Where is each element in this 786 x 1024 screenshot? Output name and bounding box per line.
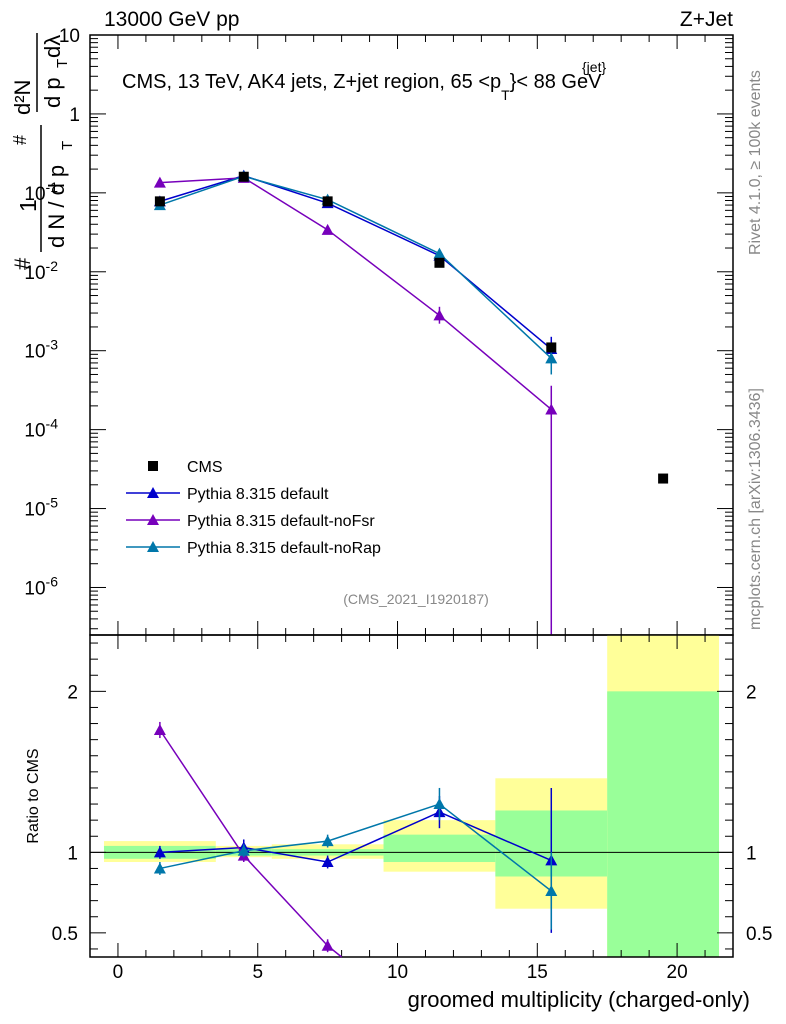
mcplots-source-text: mcplots.cern.ch [arXiv:1306.3436] xyxy=(747,388,764,630)
y-tick-label: 10-1 xyxy=(24,179,58,205)
series-point xyxy=(153,176,166,188)
title-tail: }< 88 GeV xyxy=(510,71,602,93)
series-point xyxy=(545,352,558,364)
rivet-version-text: Rivet 4.1.0, ≥ 100k events xyxy=(747,70,764,255)
ylabel-d2n: d²N xyxy=(10,80,35,115)
ylabel-hash-2: # xyxy=(10,135,30,145)
ratio-plot-frame xyxy=(89,634,734,958)
series-point xyxy=(545,403,558,415)
legend-label: Pythia 8.315 default-noFsr xyxy=(187,513,375,530)
ratio-y-tick-label-left: 0.5 xyxy=(52,924,78,945)
ratio-y-tick-label-right: 1 xyxy=(746,843,757,864)
ratio-point xyxy=(153,723,166,735)
x-tick-label: 10 xyxy=(387,962,408,983)
legend-marker-triangle xyxy=(147,487,159,498)
y-tick-label: 10-6 xyxy=(24,573,58,599)
legend-label: CMS xyxy=(187,459,223,476)
header-right: Z+Jet xyxy=(680,8,733,31)
analysis-tag: (CMS_2021_I1920187) xyxy=(343,591,489,607)
ratio-point xyxy=(153,846,166,858)
ylabel-dp: d p xyxy=(40,77,65,108)
ratio-y-tick-label-right: 0.5 xyxy=(746,924,772,945)
y-tick-label: 10-4 xyxy=(24,416,58,442)
legend-marker-triangle xyxy=(147,514,159,525)
ratio-plot-panel: 0 5 10 15 20 2 2 1 1 0.5 0.5 xyxy=(52,634,772,983)
ratio-point xyxy=(433,798,446,810)
x-tick-label: 20 xyxy=(667,962,688,983)
legend-label: Pythia 8.315 default xyxy=(187,486,329,503)
ylabel-one: 1 xyxy=(15,199,41,212)
ratio-y-tick-label-left: 1 xyxy=(67,843,78,864)
series-line-2 xyxy=(159,175,552,359)
series-point xyxy=(433,309,446,321)
x-tick-label: 0 xyxy=(113,962,124,983)
series-point xyxy=(321,223,334,235)
title-sub: T xyxy=(501,87,510,103)
legend-label: Pythia 8.315 default-noRap xyxy=(187,540,381,557)
ylabel-dp-sub: T xyxy=(54,59,71,68)
y-tick-label: 10-5 xyxy=(24,495,58,521)
ratio-series-line-1 xyxy=(159,729,343,958)
ratio-band-green-5 xyxy=(607,691,720,957)
ratio-ylabel: Ratio to CMS xyxy=(25,748,42,843)
ratio-y-tick-label-right: 2 xyxy=(746,682,757,703)
data-point xyxy=(238,171,249,182)
y-tick-label: 10 xyxy=(59,26,80,47)
x-tick-label: 5 xyxy=(252,962,263,983)
series-line-0 xyxy=(159,174,552,350)
ratio-y-tick-label-left: 2 xyxy=(67,682,78,703)
y-tick-label: 10-2 xyxy=(24,258,58,284)
legend-marker-triangle xyxy=(147,541,159,552)
ratio-point xyxy=(321,939,334,951)
data-point xyxy=(434,257,445,268)
ratio-point xyxy=(545,884,558,896)
ylabel-dndpt-sub: T xyxy=(59,141,76,150)
y-tick-label: 1 xyxy=(69,105,80,126)
x-tick-label: 15 xyxy=(527,962,548,983)
ratio-point xyxy=(237,844,250,856)
plot-title: CMS, 13 TeV, AK4 jets, Z+jet region, 65 … xyxy=(122,71,602,103)
ylabel-dndpt: d N / d p xyxy=(44,165,69,248)
ratio-band-green-3 xyxy=(383,834,496,863)
data-point xyxy=(546,342,557,353)
header-left: 13000 GeV pp xyxy=(104,8,239,31)
data-point xyxy=(322,196,333,207)
ratio-point xyxy=(321,856,334,868)
data-point xyxy=(658,473,669,484)
legend: CMS Pythia 8.315 default Pythia 8.315 defa… xyxy=(126,459,381,557)
legend-marker-square xyxy=(148,461,158,471)
ylabel-hash-1: # xyxy=(10,257,35,270)
top-ylabel: # 1 d N / d p T d²N # d p T dλ xyxy=(10,33,76,270)
ratio-point xyxy=(321,835,334,847)
title-main: CMS, 13 TeV, AK4 jets, Z+jet region, 65 … xyxy=(122,71,501,93)
ratio-point xyxy=(153,862,166,874)
xlabel: groomed multiplicity (charged-only) xyxy=(408,987,750,1012)
title-sup: {jet} xyxy=(582,59,606,75)
ylabel-dlambda: dλ xyxy=(40,35,65,58)
series-point xyxy=(433,247,446,259)
data-point xyxy=(154,196,165,207)
y-tick-label: 10-3 xyxy=(24,337,58,363)
